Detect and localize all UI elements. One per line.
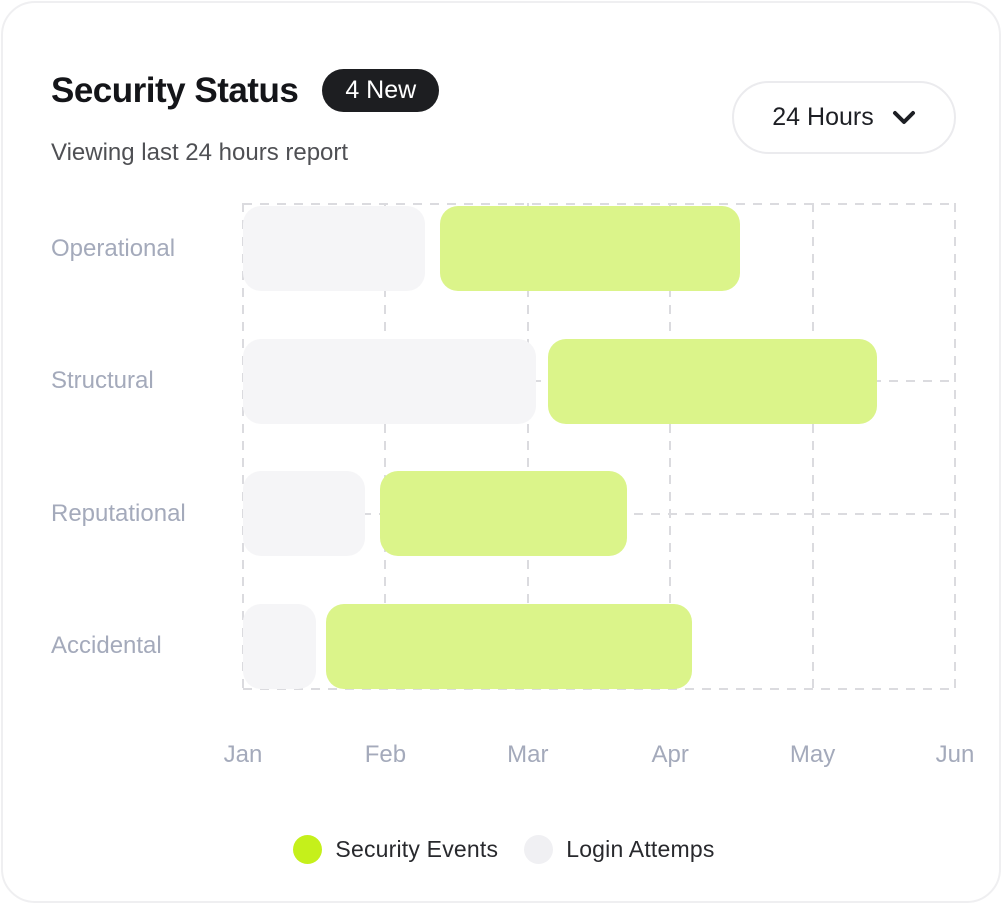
operational-login-attemps-bar[interactable] bbox=[243, 206, 426, 291]
gridline-vertical-jun bbox=[954, 203, 956, 690]
category-axis: Operational Structural Reputational Acciden… bbox=[51, 203, 231, 690]
category-label-reputational: Reputational bbox=[51, 499, 186, 527]
month-tick-may: May bbox=[789, 741, 836, 768]
legend-dot-icon bbox=[524, 835, 554, 864]
month-axis: Jan Feb Mar Apr May Jun bbox=[224, 741, 975, 773]
category-label-accidental: Accidental bbox=[51, 632, 162, 659]
accidental-login-attemps-bar[interactable] bbox=[243, 603, 316, 689]
page-title: Security Status bbox=[51, 70, 299, 110]
gridline-vertical-mar bbox=[526, 203, 529, 690]
legend-label: Login Attemps bbox=[566, 836, 715, 862]
legend-item-security-events[interactable]: Security Events bbox=[293, 835, 498, 864]
new-count-badge: 4 New bbox=[322, 69, 440, 112]
header: Security Status 4 New bbox=[51, 69, 440, 112]
category-label-operational: Operational bbox=[51, 234, 176, 262]
gridline-vertical-jan bbox=[242, 203, 244, 690]
month-tick-mar: Mar bbox=[507, 741, 549, 768]
structural-login-attemps-bar[interactable] bbox=[243, 338, 537, 424]
month-tick-jun: Jun bbox=[935, 741, 975, 768]
structural-security-events-bar[interactable] bbox=[547, 338, 877, 424]
month-tick-apr: Apr bbox=[651, 741, 689, 768]
category-label-structural: Structural bbox=[51, 367, 154, 394]
legend-dot-icon bbox=[293, 835, 323, 864]
gridline-vertical-may bbox=[811, 203, 814, 690]
month-tick-feb: Feb bbox=[364, 741, 407, 768]
reputational-login-attemps-bar[interactable] bbox=[243, 471, 366, 556]
gridline-vertical-feb bbox=[384, 203, 387, 690]
accidental-security-events-bar[interactable] bbox=[325, 603, 692, 689]
chevron-down-icon bbox=[892, 110, 916, 126]
gridline-top-border bbox=[243, 203, 955, 205]
legend-label: Security Events bbox=[335, 836, 499, 862]
gridline-vertical-apr bbox=[669, 203, 672, 690]
time-range-dropdown[interactable]: 24 Hours bbox=[732, 81, 956, 154]
gridline-bottom-border bbox=[243, 688, 955, 690]
gantt-plot-area bbox=[242, 203, 956, 690]
reputational-security-events-bar[interactable] bbox=[379, 471, 628, 556]
legend-item-login-attemps[interactable]: Login Attemps bbox=[524, 835, 714, 864]
subtitle: Viewing last 24 hours report bbox=[51, 139, 349, 166]
chart-legend: Security Events Login Attemps bbox=[3, 835, 999, 864]
month-tick-jan: Jan bbox=[223, 741, 263, 768]
time-range-value: 24 Hours bbox=[772, 103, 874, 131]
operational-security-events-bar[interactable] bbox=[439, 206, 740, 291]
